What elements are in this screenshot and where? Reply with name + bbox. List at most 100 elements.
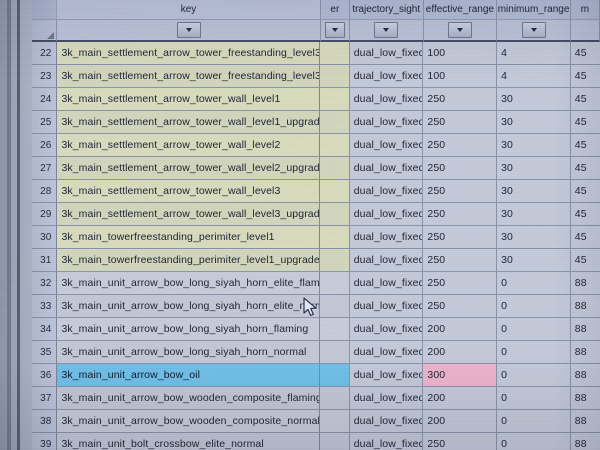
- row-number-cell[interactable]: 30: [32, 226, 58, 249]
- cell-next-column[interactable]: 45: [570, 88, 600, 111]
- cell-narrow[interactable]: [320, 410, 350, 433]
- cell-key[interactable]: 3k_main_settlement_arrow_tower_wall_leve…: [57, 157, 321, 180]
- cell-narrow[interactable]: [320, 134, 350, 157]
- cell-key[interactable]: 3k_main_unit_arrow_bow_wooden_composite_…: [57, 410, 321, 433]
- column-header-narrow[interactable]: er: [320, 0, 350, 20]
- cell-next-column[interactable]: 45: [570, 226, 600, 249]
- table-row[interactable]: 32 3k_main_unit_arrow_bow_long_siyah_horn…: [32, 272, 600, 295]
- cell-narrow[interactable]: [320, 364, 350, 387]
- table-row[interactable]: 28 3k_main_settlement_arrow_tower_wall_le…: [32, 180, 600, 203]
- cell-minimum-range[interactable]: 30: [497, 134, 571, 157]
- cell-narrow[interactable]: [320, 272, 350, 295]
- cell-next-column[interactable]: 45: [570, 65, 600, 88]
- filter-button-narrow[interactable]: [324, 22, 345, 38]
- table-row[interactable]: 37 3k_main_unit_arrow_bow_wooden_composit…: [32, 387, 600, 410]
- cell-trajectory-sight[interactable]: dual_low_fixed: [349, 65, 424, 88]
- column-header-effective-range[interactable]: effective_range: [423, 0, 498, 20]
- table-row[interactable]: 26 3k_main_settlement_arrow_tower_wall_le…: [32, 134, 600, 157]
- row-number-cell[interactable]: 24: [32, 88, 58, 111]
- cell-key[interactable]: 3k_main_settlement_arrow_tower_wall_leve…: [57, 180, 321, 203]
- cell-effective-range[interactable]: 250: [423, 203, 498, 226]
- cell-next-column[interactable]: 45: [570, 111, 600, 134]
- table-row[interactable]: 23 3k_main_settlement_arrow_tower_freesta…: [32, 65, 600, 88]
- cell-next-column[interactable]: 45: [570, 134, 600, 157]
- cell-key[interactable]: 3k_main_settlement_arrow_tower_freestand…: [57, 65, 321, 88]
- cell-effective-range[interactable]: 250: [423, 433, 498, 450]
- cell-minimum-range[interactable]: 0: [497, 295, 571, 318]
- cell-key[interactable]: 3k_main_unit_arrow_bow_long_siyah_horn_e…: [57, 295, 321, 318]
- column-header-trajectory-sight[interactable]: trajectory_sight: [349, 0, 424, 20]
- cell-key[interactable]: 3k_main_settlement_arrow_tower_freestand…: [57, 42, 321, 65]
- cell-trajectory-sight[interactable]: dual_low_fixed: [349, 180, 424, 203]
- cell-trajectory-sight[interactable]: dual_low_fixed: [349, 226, 424, 249]
- cell-trajectory-sight[interactable]: dual_low_fixed: [349, 433, 424, 450]
- cell-minimum-range[interactable]: 0: [497, 272, 571, 295]
- row-number-cell[interactable]: 33: [32, 295, 58, 318]
- cell-key[interactable]: 3k_main_unit_bolt_crossbow_elite_normal: [57, 433, 321, 450]
- cell-narrow[interactable]: [320, 295, 350, 318]
- cell-effective-range[interactable]: 100: [423, 65, 498, 88]
- cell-narrow[interactable]: [320, 249, 350, 272]
- cell-effective-range[interactable]: 300: [423, 364, 498, 387]
- cell-key[interactable]: 3k_main_unit_arrow_bow_wooden_composite_…: [57, 387, 321, 410]
- cell-minimum-range[interactable]: 0: [497, 318, 571, 341]
- row-number-cell[interactable]: 29: [32, 203, 58, 226]
- table-row[interactable]: 25 3k_main_settlement_arrow_tower_wall_le…: [32, 111, 600, 134]
- cell-effective-range[interactable]: 100: [423, 42, 498, 65]
- cell-trajectory-sight[interactable]: dual_low_fixed: [349, 42, 424, 65]
- table-row[interactable]: 24 3k_main_settlement_arrow_tower_wall_le…: [32, 88, 600, 111]
- cell-narrow[interactable]: [320, 387, 350, 410]
- table-row[interactable]: 22 3k_main_settlement_arrow_tower_freesta…: [32, 42, 600, 65]
- cell-minimum-range[interactable]: 30: [497, 111, 571, 134]
- table-row[interactable]: 38 3k_main_unit_arrow_bow_wooden_composit…: [32, 410, 600, 433]
- cell-trajectory-sight[interactable]: dual_low_fixed: [349, 387, 424, 410]
- cell-narrow[interactable]: [320, 88, 350, 111]
- row-number-cell[interactable]: 28: [32, 180, 58, 203]
- cell-effective-range[interactable]: 250: [423, 134, 498, 157]
- row-number-cell[interactable]: 22: [32, 42, 58, 65]
- row-number-cell[interactable]: 27: [32, 157, 58, 180]
- cell-next-column[interactable]: 88: [570, 410, 600, 433]
- row-number-cell[interactable]: 37: [32, 387, 58, 410]
- cell-effective-range[interactable]: 200: [423, 387, 498, 410]
- cell-trajectory-sight[interactable]: dual_low_fixed: [349, 134, 424, 157]
- column-header-next[interactable]: m: [570, 0, 600, 20]
- corner-header[interactable]: [32, 0, 58, 20]
- row-number-cell[interactable]: 39: [32, 433, 58, 450]
- cell-trajectory-sight[interactable]: dual_low_fixed: [349, 203, 424, 226]
- table-row[interactable]: 27 3k_main_settlement_arrow_tower_wall_le…: [32, 157, 600, 180]
- cell-effective-range[interactable]: 250: [423, 272, 498, 295]
- table-row[interactable]: 33 3k_main_unit_arrow_bow_long_siyah_horn…: [32, 295, 600, 318]
- cell-narrow[interactable]: [320, 157, 350, 180]
- cell-trajectory-sight[interactable]: dual_low_fixed: [349, 272, 424, 295]
- table-row[interactable]: 35 3k_main_unit_arrow_bow_long_siyah_horn…: [32, 341, 600, 364]
- cell-minimum-range[interactable]: 0: [497, 433, 571, 450]
- cell-trajectory-sight[interactable]: dual_low_fixed: [349, 318, 424, 341]
- row-number-cell[interactable]: 34: [32, 318, 58, 341]
- cell-key[interactable]: 3k_main_settlement_arrow_tower_wall_leve…: [57, 203, 321, 226]
- table-row[interactable]: 39 3k_main_unit_bolt_crossbow_elite_norma…: [32, 433, 600, 450]
- cell-minimum-range[interactable]: 0: [497, 387, 571, 410]
- cell-narrow[interactable]: [320, 433, 350, 450]
- cell-effective-range[interactable]: 250: [423, 180, 498, 203]
- cell-key[interactable]: 3k_main_unit_arrow_bow_oil: [57, 364, 321, 387]
- filter-button-trajectory-sight[interactable]: [374, 22, 399, 38]
- cell-narrow[interactable]: [320, 226, 350, 249]
- cell-next-column[interactable]: 88: [570, 272, 600, 295]
- table-row[interactable]: 34 3k_main_unit_arrow_bow_long_siyah_horn…: [32, 318, 600, 341]
- column-header-key[interactable]: key: [57, 0, 321, 20]
- cell-key[interactable]: 3k_main_settlement_arrow_tower_wall_leve…: [57, 134, 321, 157]
- table-row[interactable]: 36 3k_main_unit_arrow_bow_oil dual_low_fix…: [32, 364, 600, 387]
- cell-minimum-range[interactable]: 4: [497, 65, 571, 88]
- cell-next-column[interactable]: 45: [570, 203, 600, 226]
- cell-minimum-range[interactable]: 0: [497, 364, 571, 387]
- cell-key[interactable]: 3k_main_towerfreestanding_perimiter_leve…: [57, 226, 321, 249]
- cell-next-column[interactable]: 88: [570, 433, 600, 450]
- row-number-cell[interactable]: 36: [32, 364, 58, 387]
- row-number-cell[interactable]: 26: [32, 134, 58, 157]
- column-header-minimum-range[interactable]: minimum_range: [497, 0, 571, 20]
- cell-effective-range[interactable]: 200: [423, 318, 498, 341]
- row-number-cell[interactable]: 35: [32, 341, 58, 364]
- cell-key[interactable]: 3k_main_settlement_arrow_tower_wall_leve…: [57, 88, 321, 111]
- cell-key[interactable]: 3k_main_unit_arrow_bow_long_siyah_horn_e…: [57, 272, 321, 295]
